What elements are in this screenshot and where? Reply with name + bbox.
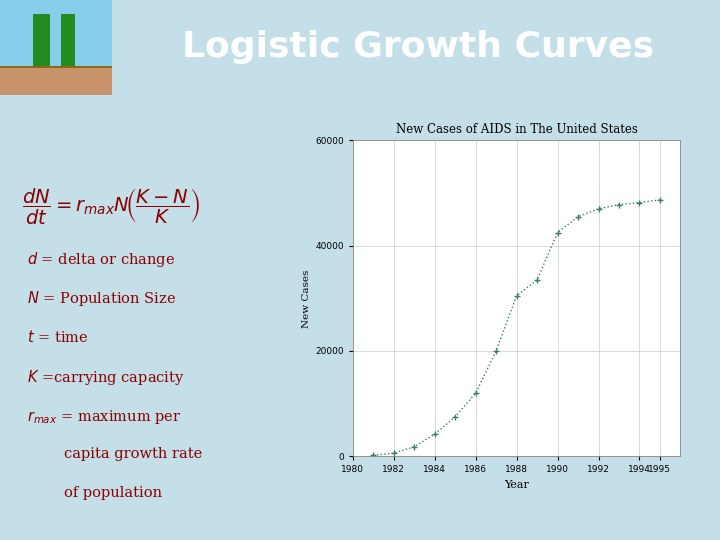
Text: $\it{d}$ = delta or change: $\it{d}$ = delta or change	[27, 250, 176, 269]
Text: $\dfrac{dN}{dt} = r_{max}N\!\left(\dfrac{K-N}{K}\right)$: $\dfrac{dN}{dt} = r_{max}N\!\left(\dfrac…	[22, 187, 200, 227]
Text: $\it{r}_{max}$ = maximum per: $\it{r}_{max}$ = maximum per	[27, 408, 182, 426]
Text: $\it{N}$ = Population Size: $\it{N}$ = Population Size	[27, 289, 176, 308]
Text: capita growth rate: capita growth rate	[27, 447, 202, 461]
Bar	[0, 66, 112, 94]
Text: $\it{t}$ = time: $\it{t}$ = time	[27, 329, 89, 345]
Text: of population: of population	[27, 487, 163, 501]
Title: New Cases of AIDS in The United States: New Cases of AIDS in The United States	[396, 124, 637, 137]
Bar	[0, 68, 112, 94]
Bar	[61, 14, 75, 66]
Text: Logistic Growth Curves: Logistic Growth Curves	[181, 30, 654, 64]
X-axis label: Year: Year	[504, 480, 529, 490]
Bar	[33, 14, 50, 76]
Bar	[0, 0, 112, 66]
Y-axis label: New Cases: New Cases	[302, 269, 311, 328]
Text: $\it{K}$ =carrying capacity: $\it{K}$ =carrying capacity	[27, 368, 185, 387]
